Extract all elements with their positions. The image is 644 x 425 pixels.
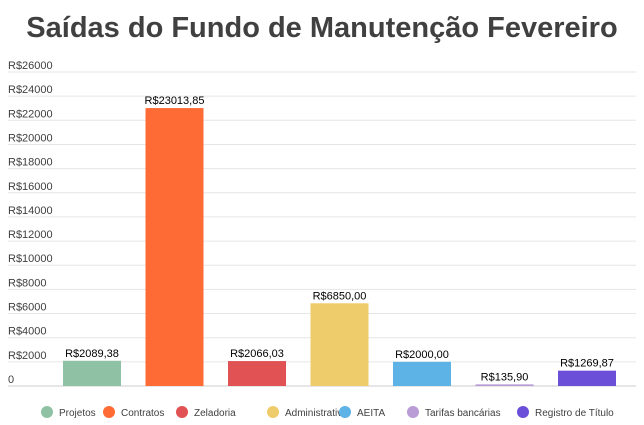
legend-swatch: [407, 406, 419, 418]
data-label: R$1269,87: [560, 358, 614, 370]
legend-label: Tarifas bancárias: [425, 408, 501, 419]
y-tick-label: R$4000: [8, 326, 47, 338]
legend-swatch: [103, 406, 115, 418]
legend-label: Administrativo: [285, 408, 348, 419]
y-tick-label: R$24000: [8, 84, 53, 96]
y-tick-label: R$12000: [8, 229, 53, 241]
y-tick-label: R$18000: [8, 157, 53, 169]
data-label: R$2066,03: [230, 348, 284, 360]
bar: [228, 361, 286, 386]
legend-label: Registro de Título: [535, 408, 614, 419]
legend-label: Zeladoria: [194, 408, 236, 419]
legend-label: Projetos: [59, 408, 96, 419]
legend-swatch: [267, 406, 279, 418]
data-label: R$2000,00: [395, 349, 449, 361]
y-tick-label: R$6000: [8, 302, 47, 314]
bar: [310, 303, 369, 386]
data-label: R$6850,00: [313, 290, 367, 302]
legend-swatch: [41, 406, 53, 418]
bar: [558, 370, 616, 386]
y-tick-label: R$16000: [8, 181, 53, 193]
data-label: R$2089,38: [65, 348, 119, 360]
data-label: R$135,90: [481, 371, 529, 383]
bar: [475, 384, 534, 386]
y-tick-label: R$14000: [8, 205, 53, 217]
data-label: R$23013,85: [145, 95, 205, 107]
y-tick-label: R$10000: [8, 253, 53, 265]
legend-label: Contratos: [121, 408, 164, 419]
legend-swatch: [517, 406, 529, 418]
y-tick-label: R$22000: [8, 108, 53, 120]
y-tick-label: 0: [8, 374, 14, 386]
y-tick-label: R$2000: [8, 350, 47, 362]
legend-swatch: [176, 406, 188, 418]
y-tick-label: R$26000: [8, 60, 53, 72]
bar: [145, 108, 204, 386]
y-tick-label: R$8000: [8, 277, 47, 289]
y-tick-label: R$20000: [8, 132, 53, 144]
bar: [393, 361, 451, 386]
bar: [63, 360, 121, 386]
legend-label: AEITA: [357, 408, 385, 419]
chart-title: Saídas do Fundo de Manutenção Fevereiro: [26, 12, 618, 44]
legend-swatch: [339, 406, 351, 418]
